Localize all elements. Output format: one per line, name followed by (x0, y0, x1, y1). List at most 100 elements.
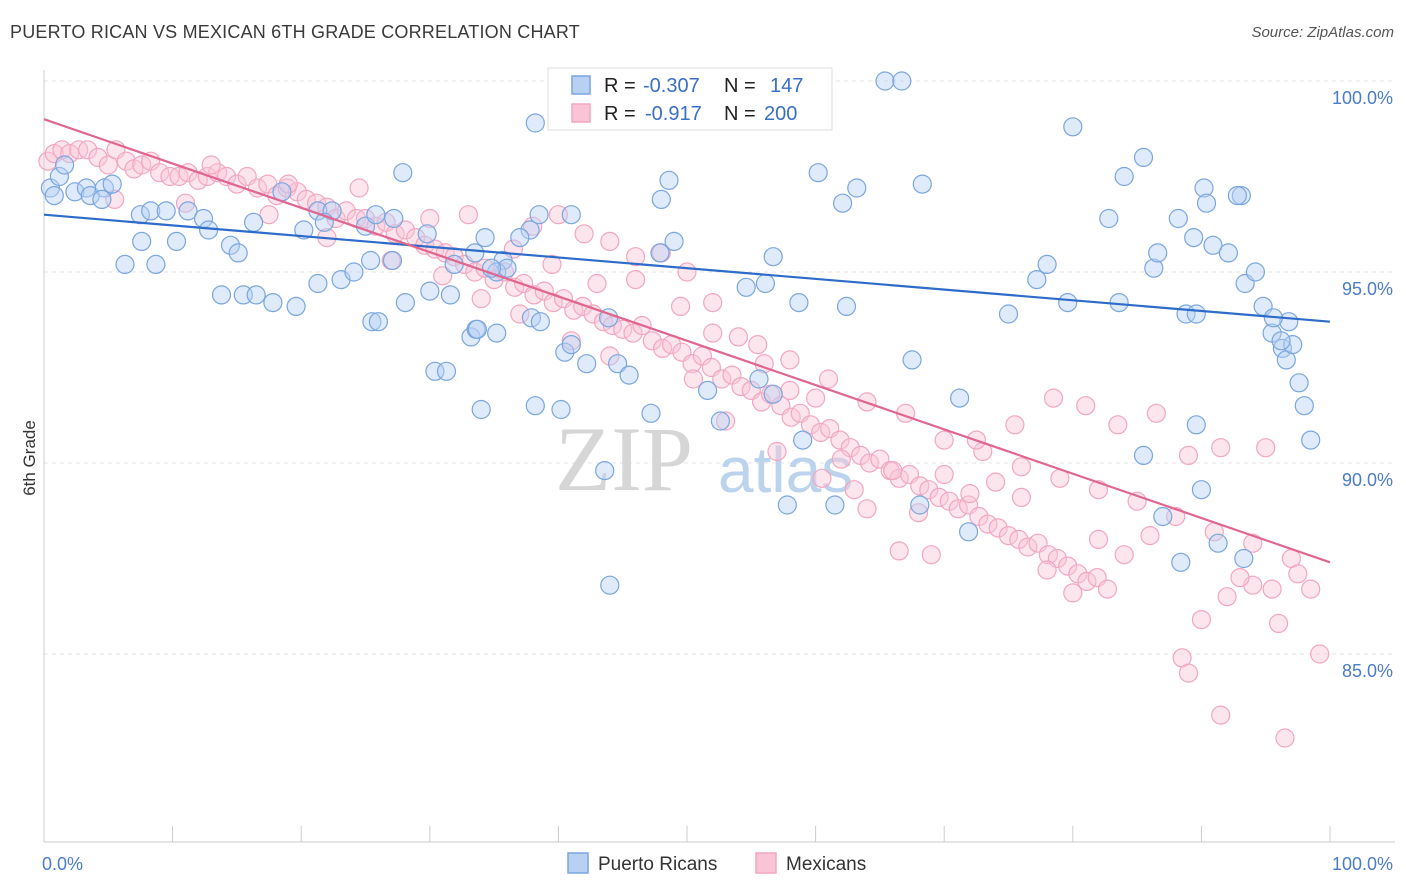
puerto-ricans-point-50 (395, 293, 415, 313)
mexicans-point-189 (889, 541, 909, 561)
mexicans-point-166 (960, 484, 980, 504)
chart-title: PUERTO RICAN VS MEXICAN 6TH GRADE CORREL… (10, 22, 580, 42)
mexicans-trend-line (43, 118, 1331, 564)
puerto-ricans-point-144 (1153, 506, 1173, 527)
puerto-ricans-point-65 (736, 277, 756, 297)
puerto-ricans-point-77 (1148, 243, 1168, 263)
mexicans-point-9 (116, 151, 136, 171)
puerto-ricans-point-70 (902, 350, 922, 370)
mexicans-point-192 (1005, 415, 1025, 435)
puerto-ricans-point-98 (1227, 186, 1248, 206)
puerto-ricans-point-116 (659, 170, 679, 190)
puerto-ricans-point-117 (651, 189, 671, 209)
legend-puerto-ricans-swatch (567, 852, 589, 874)
puerto-ricans-point-82 (1196, 193, 1217, 213)
legend-mexicans-label: Mexicans (786, 854, 866, 875)
puerto-ricans-point-93 (1294, 396, 1314, 416)
mexicans-point-131 (748, 335, 768, 355)
mexicans-point-136 (934, 430, 954, 450)
puerto-ricans-point-62 (607, 354, 628, 374)
mexicans-point-107 (1077, 571, 1097, 592)
mexicans-point-121 (278, 174, 298, 194)
puerto-ricans-point-51 (420, 281, 440, 301)
legend-r-value-2: -0.917 (645, 103, 702, 125)
puerto-ricans-point-131 (525, 396, 545, 416)
puerto-ricans-point-137 (910, 495, 930, 515)
legend-r-label-1: R = (604, 75, 636, 97)
y-tick-label-0: 100.0% (1332, 88, 1393, 108)
legend-n-label-2: N = (724, 103, 756, 125)
mexicans-point-176 (703, 293, 723, 313)
puerto-ricans-point-106 (525, 113, 545, 133)
mexicans-point-144 (1243, 533, 1263, 553)
puerto-ricans-point-91 (1283, 335, 1303, 355)
puerto-ricans-swatch (571, 75, 591, 95)
mexicans-point-120 (201, 155, 221, 175)
mexicans-point-112 (259, 205, 279, 225)
puerto-ricans-point-138 (958, 522, 979, 542)
y-tick-labels: 100.0% 95.0% 90.0% 85.0% (1332, 88, 1393, 681)
mexicans-point-21 (227, 174, 247, 194)
puerto-ricans-point-115 (1133, 147, 1154, 167)
watermark: ZIP atlas (555, 408, 853, 510)
puerto-ricans-point-68 (755, 273, 776, 294)
puerto-ricans-point-3 (54, 155, 75, 175)
puerto-ricans-point-17 (228, 243, 248, 263)
puerto-ricans-point-139 (777, 495, 797, 515)
mexicans-point-126 (542, 254, 562, 274)
puerto-ricans-point-136 (793, 430, 813, 450)
puerto-ricans-point-59 (555, 342, 575, 362)
puerto-ricans-point-31 (475, 228, 495, 248)
y-tick-label-3: 85.0% (1342, 661, 1393, 681)
mexicans-point-158 (1288, 564, 1308, 584)
mexicans-point-132 (780, 350, 800, 370)
puerto-ricans-point-66 (763, 247, 783, 267)
mexicans-point-122 (349, 178, 369, 198)
mexicans-point-179 (625, 247, 646, 267)
mexicans-point-115 (433, 266, 453, 286)
legend-r-label-2: R = (604, 103, 636, 125)
puerto-ricans-point-33 (520, 220, 540, 240)
mexicans-point-101 (1018, 537, 1038, 557)
puerto-ricans-point-74 (1058, 293, 1078, 313)
puerto-ricans-point-145 (1208, 533, 1228, 553)
puerto-ricans-point-37 (132, 231, 152, 251)
mexicans-point-72 (731, 377, 751, 397)
mexicans-point-177 (677, 262, 697, 282)
legend-n-label-1: N = (724, 75, 756, 97)
mexicans-point-198 (1211, 438, 1231, 458)
mexicans-point-56 (573, 296, 593, 316)
puerto-ricans-points (40, 71, 1321, 595)
puerto-ricans-point-132 (471, 399, 491, 420)
puerto-ricans-point-107 (1063, 117, 1083, 137)
puerto-ricans-point-49 (382, 250, 403, 271)
mexicans-point-79 (800, 415, 821, 435)
mexicans-point-170 (857, 499, 877, 519)
puerto-ricans-point-12 (156, 201, 176, 221)
puerto-ricans-point-45 (308, 273, 328, 294)
mexicans-point-92 (929, 487, 949, 507)
mexicans-point-130 (703, 323, 723, 343)
mexicans-point-138 (1011, 457, 1032, 477)
puerto-ricans-point-110 (832, 193, 853, 213)
puerto-ricans-point-83 (1203, 235, 1223, 255)
puerto-ricans-point-146 (1171, 552, 1191, 572)
y-tick-label-2: 90.0% (1342, 470, 1393, 490)
mexicans-point-128 (625, 270, 646, 290)
puerto-ricans-point-34 (529, 205, 549, 225)
series-legend: Puerto Ricans Mexicans (567, 852, 866, 875)
puerto-ricans-point-147 (1186, 415, 1206, 435)
puerto-ricans-point-118 (510, 228, 530, 248)
puerto-ricans-point-20 (294, 220, 314, 240)
puerto-ricans-point-79 (1194, 178, 1214, 198)
mexicans-point-67 (682, 354, 702, 374)
puerto-ricans-point-97 (1218, 243, 1239, 263)
puerto-ricans-point-22 (322, 201, 342, 221)
puerto-ricans-point-108 (808, 163, 828, 183)
mexicans-point-127 (587, 273, 607, 294)
mexicans-point-187 (812, 468, 832, 488)
mexicans-point-153 (1178, 663, 1199, 683)
puerto-ricans-point-9 (92, 189, 112, 209)
puerto-ricans-point-52 (440, 285, 460, 305)
